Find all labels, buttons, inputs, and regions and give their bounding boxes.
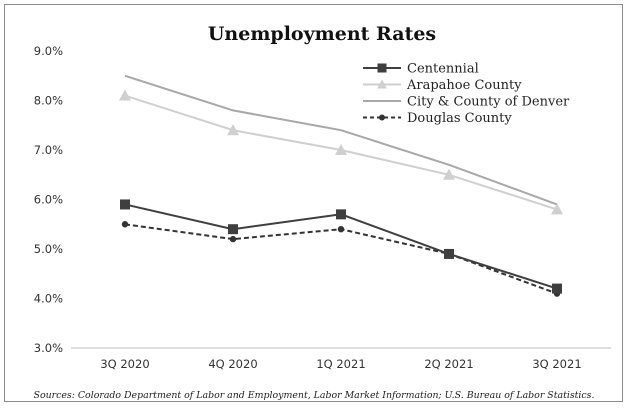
y-tick-label: 4.0% — [34, 292, 63, 306]
data-point-circle — [121, 221, 129, 228]
y-tick-label: 7.0% — [34, 143, 63, 157]
series-douglas-county — [121, 221, 561, 297]
legend-label: City & County of Denver — [407, 95, 570, 110]
y-tick-label: 9.0% — [34, 44, 63, 58]
y-tick-label: 6.0% — [34, 193, 63, 207]
data-point-circle — [337, 226, 345, 233]
chart-frame: Unemployment Rates 3.0% 4.0% 5.0% 6.0% 7.0% 8… — [4, 4, 623, 402]
x-tick-label: 2Q 2021 — [424, 357, 473, 371]
x-tick-label: 3Q 2021 — [532, 357, 581, 371]
y-tick-label: 5.0% — [34, 242, 63, 256]
data-point-square — [552, 283, 562, 294]
data-point-square — [444, 248, 454, 259]
series-line — [124, 223, 558, 295]
data-point-triangle — [443, 168, 455, 180]
x-tick-label: 1Q 2021 — [316, 357, 365, 371]
x-tick-label: 3Q 2020 — [100, 357, 149, 371]
legend-label: Arapahoe County — [406, 78, 522, 93]
data-point-triangle — [335, 144, 347, 155]
series-line — [124, 74, 558, 206]
data-point-triangle — [551, 203, 563, 215]
legend-item: Arapahoe County — [363, 78, 522, 93]
series-centennial — [120, 199, 562, 294]
legend-marker-triangle — [377, 79, 387, 89]
x-tick-label: 4Q 2020 — [208, 357, 257, 371]
legend-item: Centennial — [363, 62, 479, 77]
axes: 3.0% 4.0% 5.0% 6.0% 7.0% 8.0% 9.0% 3Q 2020 4Q 20… — [34, 44, 611, 371]
data-point-circle — [229, 235, 237, 243]
legend-marker-square — [377, 63, 387, 73]
y-tick-label: 3.0% — [34, 341, 63, 355]
y-tick-label: 8.0% — [34, 94, 63, 108]
legend-label: Centennial — [407, 62, 479, 77]
legend-label: Douglas County — [407, 111, 512, 126]
source-note: Sources: Colorado Department of Labor an… — [34, 390, 595, 401]
legend-marker-circle — [379, 114, 385, 121]
legend-item: City & County of Denver — [363, 95, 570, 110]
series-arapahoe-county — [119, 89, 563, 215]
series-city-county-of-denver — [124, 74, 558, 206]
legend-item: Douglas County — [363, 111, 512, 126]
chart-title: Unemployment Rates — [208, 23, 436, 45]
series-lines — [119, 74, 563, 297]
data-point-square — [336, 209, 346, 220]
data-point-square — [228, 224, 238, 235]
data-point-triangle — [119, 89, 131, 101]
data-point-triangle — [227, 124, 239, 136]
unemployment-line-chart: Unemployment Rates 3.0% 4.0% 5.0% 6.0% 7.0% 8… — [34, 23, 611, 401]
data-point-square — [120, 199, 130, 210]
